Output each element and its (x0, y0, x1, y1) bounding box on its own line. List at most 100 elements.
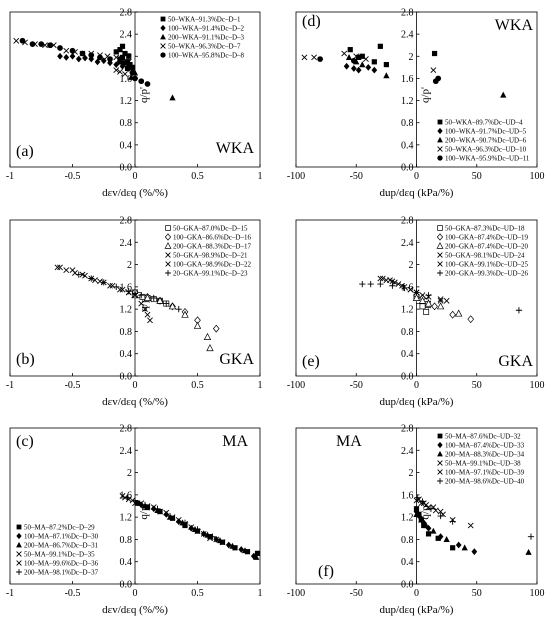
y-tick-label: 2.8 (401, 424, 414, 435)
material-label: MA (336, 433, 362, 450)
x-axis-label: dεv/dεq (%/%) (102, 604, 168, 616)
chart-panel-4: -100 -50 0 50 1000.00.40.81.21.622.42.8dup/d… (287, 216, 545, 409)
y-tick-label: 0.8 (401, 118, 414, 129)
y-tick-label: 0.8 (120, 535, 133, 546)
legend-marker (437, 478, 443, 484)
y-tick-label: 0.0 (120, 580, 133, 591)
y-tick-label: 1.6 (401, 490, 414, 501)
x-tick-label: -100 (287, 588, 305, 599)
legend-label: 100–GKA–86.6%Dc–D–16 (173, 234, 251, 242)
legend-label: 200–WKA–90.7%Dc–UD–6 (445, 137, 527, 145)
legend-marker (16, 542, 22, 548)
legend-label: 100–WKA–91.7%Dc–UD–5 (445, 128, 527, 136)
data-point (107, 56, 113, 62)
y-tick-label: 0.4 (120, 557, 133, 568)
y-tick-label: 0.0 (120, 163, 133, 174)
legend-marker (17, 561, 22, 566)
x-tick-label: 100 (530, 171, 545, 182)
data-point (132, 76, 138, 82)
y-tick-label: 0.4 (401, 140, 414, 151)
legend-marker (165, 270, 171, 276)
data-point (55, 265, 60, 270)
data-point (525, 549, 531, 555)
data-point (468, 316, 474, 323)
panel-label: (c) (16, 433, 34, 450)
x-tick-label: -100 (287, 380, 305, 391)
legend-marker (166, 262, 171, 267)
x-tick-label: 0.5 (191, 380, 204, 391)
x-tick-label: 0 (414, 380, 419, 391)
y-tick-label: 2 (409, 52, 414, 63)
data-point (126, 64, 132, 70)
y-tick-label: 0.0 (120, 372, 133, 383)
x-tick-label: 0.5 (191, 171, 204, 182)
y-tick-label: 1.2 (401, 305, 414, 316)
legend-label: 50–MA–87.6%Dc–UD–32 (445, 433, 521, 441)
data-point (57, 265, 62, 270)
legend-marker (437, 243, 443, 249)
panel-label: (a) (16, 143, 34, 160)
x-tick-label: 1 (258, 380, 263, 391)
material-label: GKA (219, 351, 254, 368)
legend: 50–WKA–91.3%Dc–D–1100–WKA–91.4%Dc–D–2200… (160, 16, 244, 60)
legend-marker (437, 128, 442, 134)
y-tick-label: 2 (127, 260, 132, 271)
series-2 (344, 63, 377, 74)
legend-label: 50–WKA–89.7%Dc–UD–4 (445, 119, 523, 127)
material-label: GKA (498, 353, 533, 370)
data-point (110, 283, 115, 288)
data-point (114, 49, 119, 54)
legend-label: 100–GKA–87.4%Dc–UD–19 (445, 234, 529, 242)
data-point (426, 531, 431, 536)
y-axis-label: q/p' (138, 87, 150, 103)
x-tick-label: 100 (530, 380, 545, 391)
legend-marker (438, 147, 443, 152)
data-point (194, 322, 200, 328)
y-tick-label: 2 (409, 468, 414, 479)
y-tick-label: 2.4 (401, 238, 414, 249)
x-tick-label: -50 (350, 588, 363, 599)
data-point (348, 47, 353, 52)
legend-label: 200–MA–86.7%Dc–D–31 (24, 542, 99, 550)
x-tick-label: 0 (133, 380, 138, 391)
data-point (342, 51, 347, 56)
data-point (14, 38, 19, 43)
data-point (378, 44, 383, 49)
legend-marker (438, 120, 443, 125)
chart-panel-6: -100 -50 0 50 1000.00.40.81.21.622.42.8dup/d… (287, 424, 545, 617)
data-point (317, 56, 323, 62)
x-tick-label: -50 (350, 171, 363, 182)
data-point (204, 334, 210, 340)
panel-label: (f) (318, 563, 334, 580)
data-point (64, 48, 69, 53)
legend-label: 50–WKA–91.3%Dc–D–1 (168, 16, 241, 24)
legend-label: 200–MA–88.3%Dc–UD–34 (445, 451, 525, 459)
data-point (500, 92, 506, 98)
legend-label: 50–GKA–87.3%Dc–UD–18 (445, 225, 525, 233)
legend-label: 200–GKA–88.3%Dc–D–17 (173, 243, 251, 251)
y-tick-label: 2.8 (120, 8, 133, 19)
y-tick-label: 0.8 (120, 327, 133, 338)
data-point (147, 318, 152, 323)
legend-marker (166, 253, 171, 258)
legend-label: 200–GKA–87.4%Dc–UD–20 (445, 243, 529, 251)
x-tick-label: -0.5 (65, 171, 81, 182)
y-tick-label: 0.4 (401, 557, 414, 568)
data-point (302, 55, 307, 60)
x-tick-label: 0 (133, 171, 138, 182)
series-3 (132, 292, 213, 351)
legend-marker (437, 234, 442, 240)
data-point (384, 62, 389, 67)
data-point (145, 81, 151, 87)
y-tick-label: 1.6 (401, 74, 414, 85)
data-point (30, 41, 36, 47)
legend-marker (438, 262, 443, 267)
legend-marker (161, 17, 166, 22)
data-point (351, 58, 357, 64)
data-point (38, 41, 44, 47)
data-point (117, 59, 123, 65)
y-tick-label: 1.2 (120, 96, 133, 107)
y-tick-label: 1.2 (401, 96, 414, 107)
data-point (20, 38, 26, 44)
data-point (372, 59, 377, 64)
